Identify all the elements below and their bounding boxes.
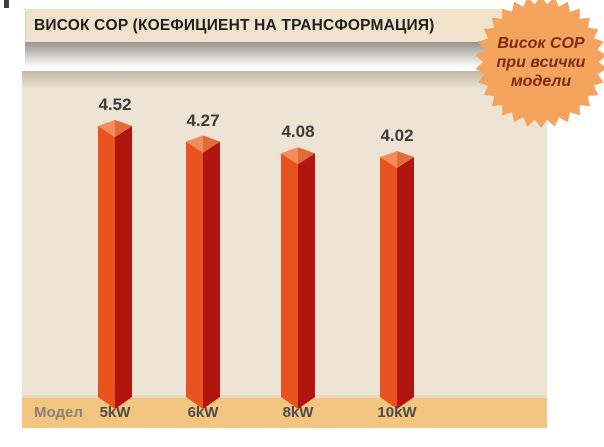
corner-mark bbox=[4, 0, 9, 8]
bar-right-face bbox=[115, 125, 132, 410]
x-axis-tick-label: 5kW bbox=[99, 404, 131, 421]
bar-value-label: 4.52 bbox=[98, 95, 132, 114]
bar-value-label: 4.08 bbox=[281, 122, 315, 141]
bar-cap-right bbox=[298, 147, 315, 165]
bar-cap-left bbox=[186, 135, 203, 153]
badge-line: модели bbox=[510, 73, 572, 90]
x-axis-title: Модел bbox=[34, 404, 83, 421]
badge-line: Висок COP bbox=[497, 35, 585, 52]
bar-right-face bbox=[397, 156, 414, 409]
bar-cap-right bbox=[397, 150, 414, 168]
badge-text: Висок COP при всички модели bbox=[475, 34, 604, 91]
bar-cap-right bbox=[115, 119, 132, 137]
x-axis-tick-label: 8kW bbox=[282, 404, 314, 421]
bar-cap-left bbox=[281, 147, 298, 165]
x-axis-tick-label: 6kW bbox=[187, 404, 219, 421]
badge-line: при всички bbox=[496, 54, 586, 71]
bar-left-face bbox=[380, 156, 397, 409]
badge-starburst-icon bbox=[475, 0, 604, 128]
bar-cap-left bbox=[380, 150, 397, 168]
bar-cap-left bbox=[98, 119, 115, 137]
bar-cap-right bbox=[203, 135, 220, 153]
bar-right-face bbox=[298, 153, 315, 409]
chart-title-bar: ВИСОК COP (КОЕФИЦИЕНТ НА ТРАНСФОРМАЦИЯ) bbox=[25, 9, 504, 42]
chart-title: ВИСОК COP (КОЕФИЦИЕНТ НА ТРАНСФОРМАЦИЯ) bbox=[34, 17, 435, 34]
badge-star bbox=[475, 0, 604, 128]
bar-left-face bbox=[186, 141, 203, 409]
title-shadow bbox=[25, 42, 503, 72]
bar-value-label: 4.02 bbox=[380, 126, 414, 145]
bar-left-face bbox=[98, 125, 115, 410]
bar-right-face bbox=[203, 141, 220, 409]
x-axis-tick-label: 10kW bbox=[377, 404, 417, 421]
bar-left-face bbox=[281, 153, 298, 409]
bars-svg bbox=[98, 119, 414, 410]
bar-value-label: 4.27 bbox=[186, 111, 220, 130]
